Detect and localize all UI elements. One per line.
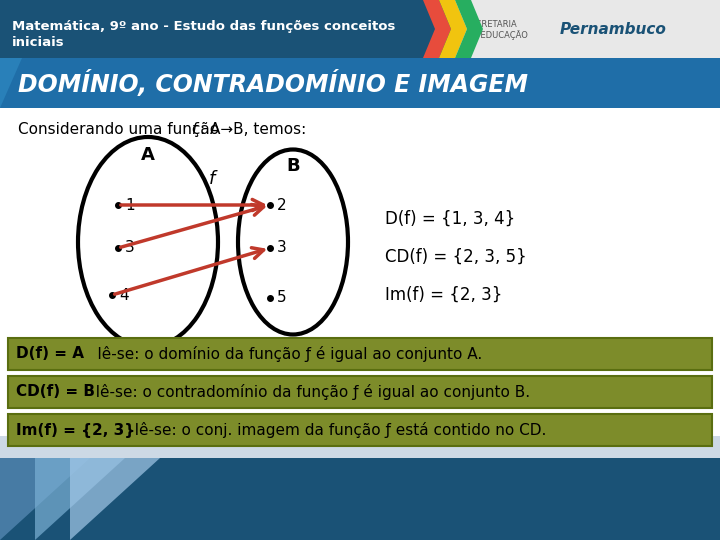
Text: 2: 2 (277, 198, 287, 213)
Polygon shape (70, 458, 160, 540)
Polygon shape (439, 0, 467, 58)
Polygon shape (455, 0, 483, 58)
Bar (8, 338, 712, 370)
Text: Im(f) = {2, 3}: Im(f) = {2, 3} (385, 286, 503, 304)
Text: 4: 4 (119, 287, 129, 302)
Text: CD(f) = {2, 3, 5}: CD(f) = {2, 3, 5} (385, 248, 527, 266)
Text: Pernambuco: Pernambuco (560, 22, 667, 37)
Text: 1: 1 (125, 198, 135, 213)
Text: Im(f) = {2, 3}: Im(f) = {2, 3} (16, 422, 135, 437)
Text: DOMÍNIO, CONTRADOMÍNIO E IMAGEM: DOMÍNIO, CONTRADOMÍNIO E IMAGEM (18, 70, 528, 97)
Bar (455, 0, 720, 58)
Polygon shape (0, 458, 90, 540)
Text: CD(f) = B: CD(f) = B (16, 384, 95, 400)
Text: SECRETARIA
DE EDUCAÇÃO: SECRETARIA DE EDUCAÇÃO (466, 20, 528, 40)
Bar (0, 58, 720, 108)
Bar (0, 108, 720, 436)
Text: A: A (141, 146, 155, 164)
Bar (0, 0, 720, 58)
Polygon shape (423, 0, 451, 58)
Text: 3: 3 (125, 240, 135, 255)
Text: 3: 3 (277, 240, 287, 255)
Bar (8, 414, 712, 446)
Text: Considerando uma função: Considerando uma função (18, 122, 224, 137)
Polygon shape (35, 458, 125, 540)
Text: 5: 5 (277, 291, 287, 306)
Text: lê-se: o domínio da função ƒ é igual ao conjunto A.: lê-se: o domínio da função ƒ é igual ao … (78, 346, 482, 362)
Text: Matemática, 9º ano - Estudo das funções conceitos: Matemática, 9º ano - Estudo das funções … (12, 20, 395, 33)
Polygon shape (0, 58, 22, 108)
Text: : A→B, temos:: : A→B, temos: (200, 122, 306, 137)
Text: B: B (286, 157, 300, 175)
Text: D(f) = {1, 3, 4}: D(f) = {1, 3, 4} (385, 210, 516, 228)
Text: lê-se: o contradomínio da função ƒ é igual ao conjunto B.: lê-se: o contradomínio da função ƒ é igu… (86, 384, 531, 400)
Text: f: f (192, 122, 197, 137)
Text: iniciais: iniciais (12, 36, 65, 49)
Text: f: f (209, 170, 215, 188)
Text: lê-se: o conj. imagem da função ƒ está contido no CD.: lê-se: o conj. imagem da função ƒ está c… (125, 422, 546, 438)
Text: D(f) = A: D(f) = A (16, 347, 84, 361)
Bar (0, 458, 720, 540)
Bar (8, 376, 712, 408)
